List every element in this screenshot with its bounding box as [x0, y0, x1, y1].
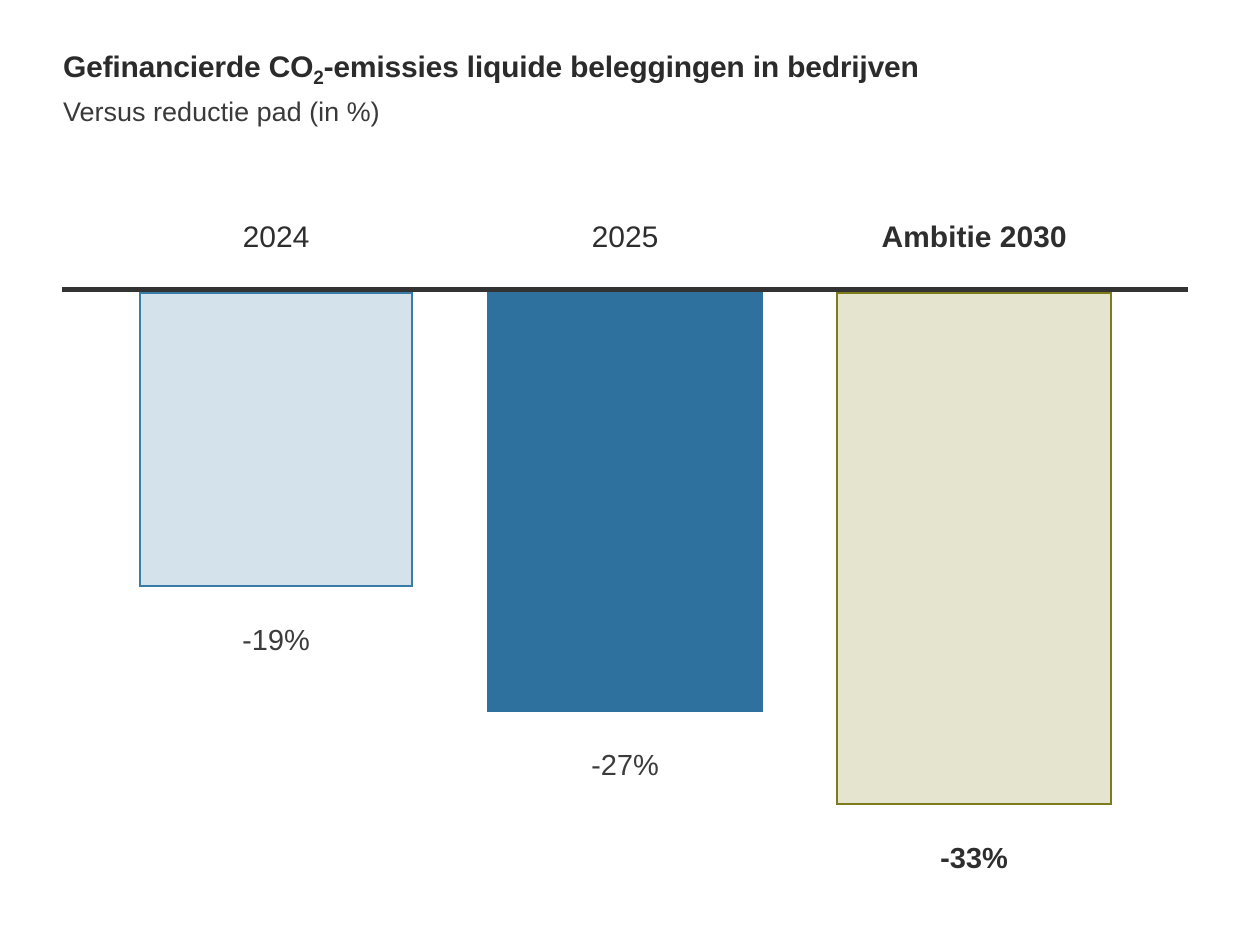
category-label-2025: 2025: [591, 221, 659, 254]
zero-baseline: [62, 287, 1188, 292]
bar-2024: [139, 292, 413, 587]
chart-title-subscript: 2: [313, 68, 324, 89]
chart-title-prefix: Gefinancierde CO: [63, 51, 314, 84]
category-label-2024: 2024: [242, 221, 310, 254]
value-label-2025: -27%: [591, 750, 659, 782]
chart-title: Gefinancierde CO2-emissies liquide beleg…: [63, 50, 919, 89]
bar-ambitie-2030: [836, 292, 1112, 805]
chart-subtitle: Versus reductie pad (in %): [63, 97, 380, 127]
bar-2025: [487, 292, 763, 712]
chart-title-suffix: -emissies liquide beleggingen in bedrijv…: [323, 51, 919, 84]
value-label-ambitie-2030: -33%: [940, 843, 1008, 875]
chart-header: Gefinancierde CO2-emissies liquide beleg…: [63, 50, 919, 128]
value-label-2024: -19%: [242, 625, 310, 657]
category-label-ambitie-2030: Ambitie 2030: [881, 221, 1067, 254]
